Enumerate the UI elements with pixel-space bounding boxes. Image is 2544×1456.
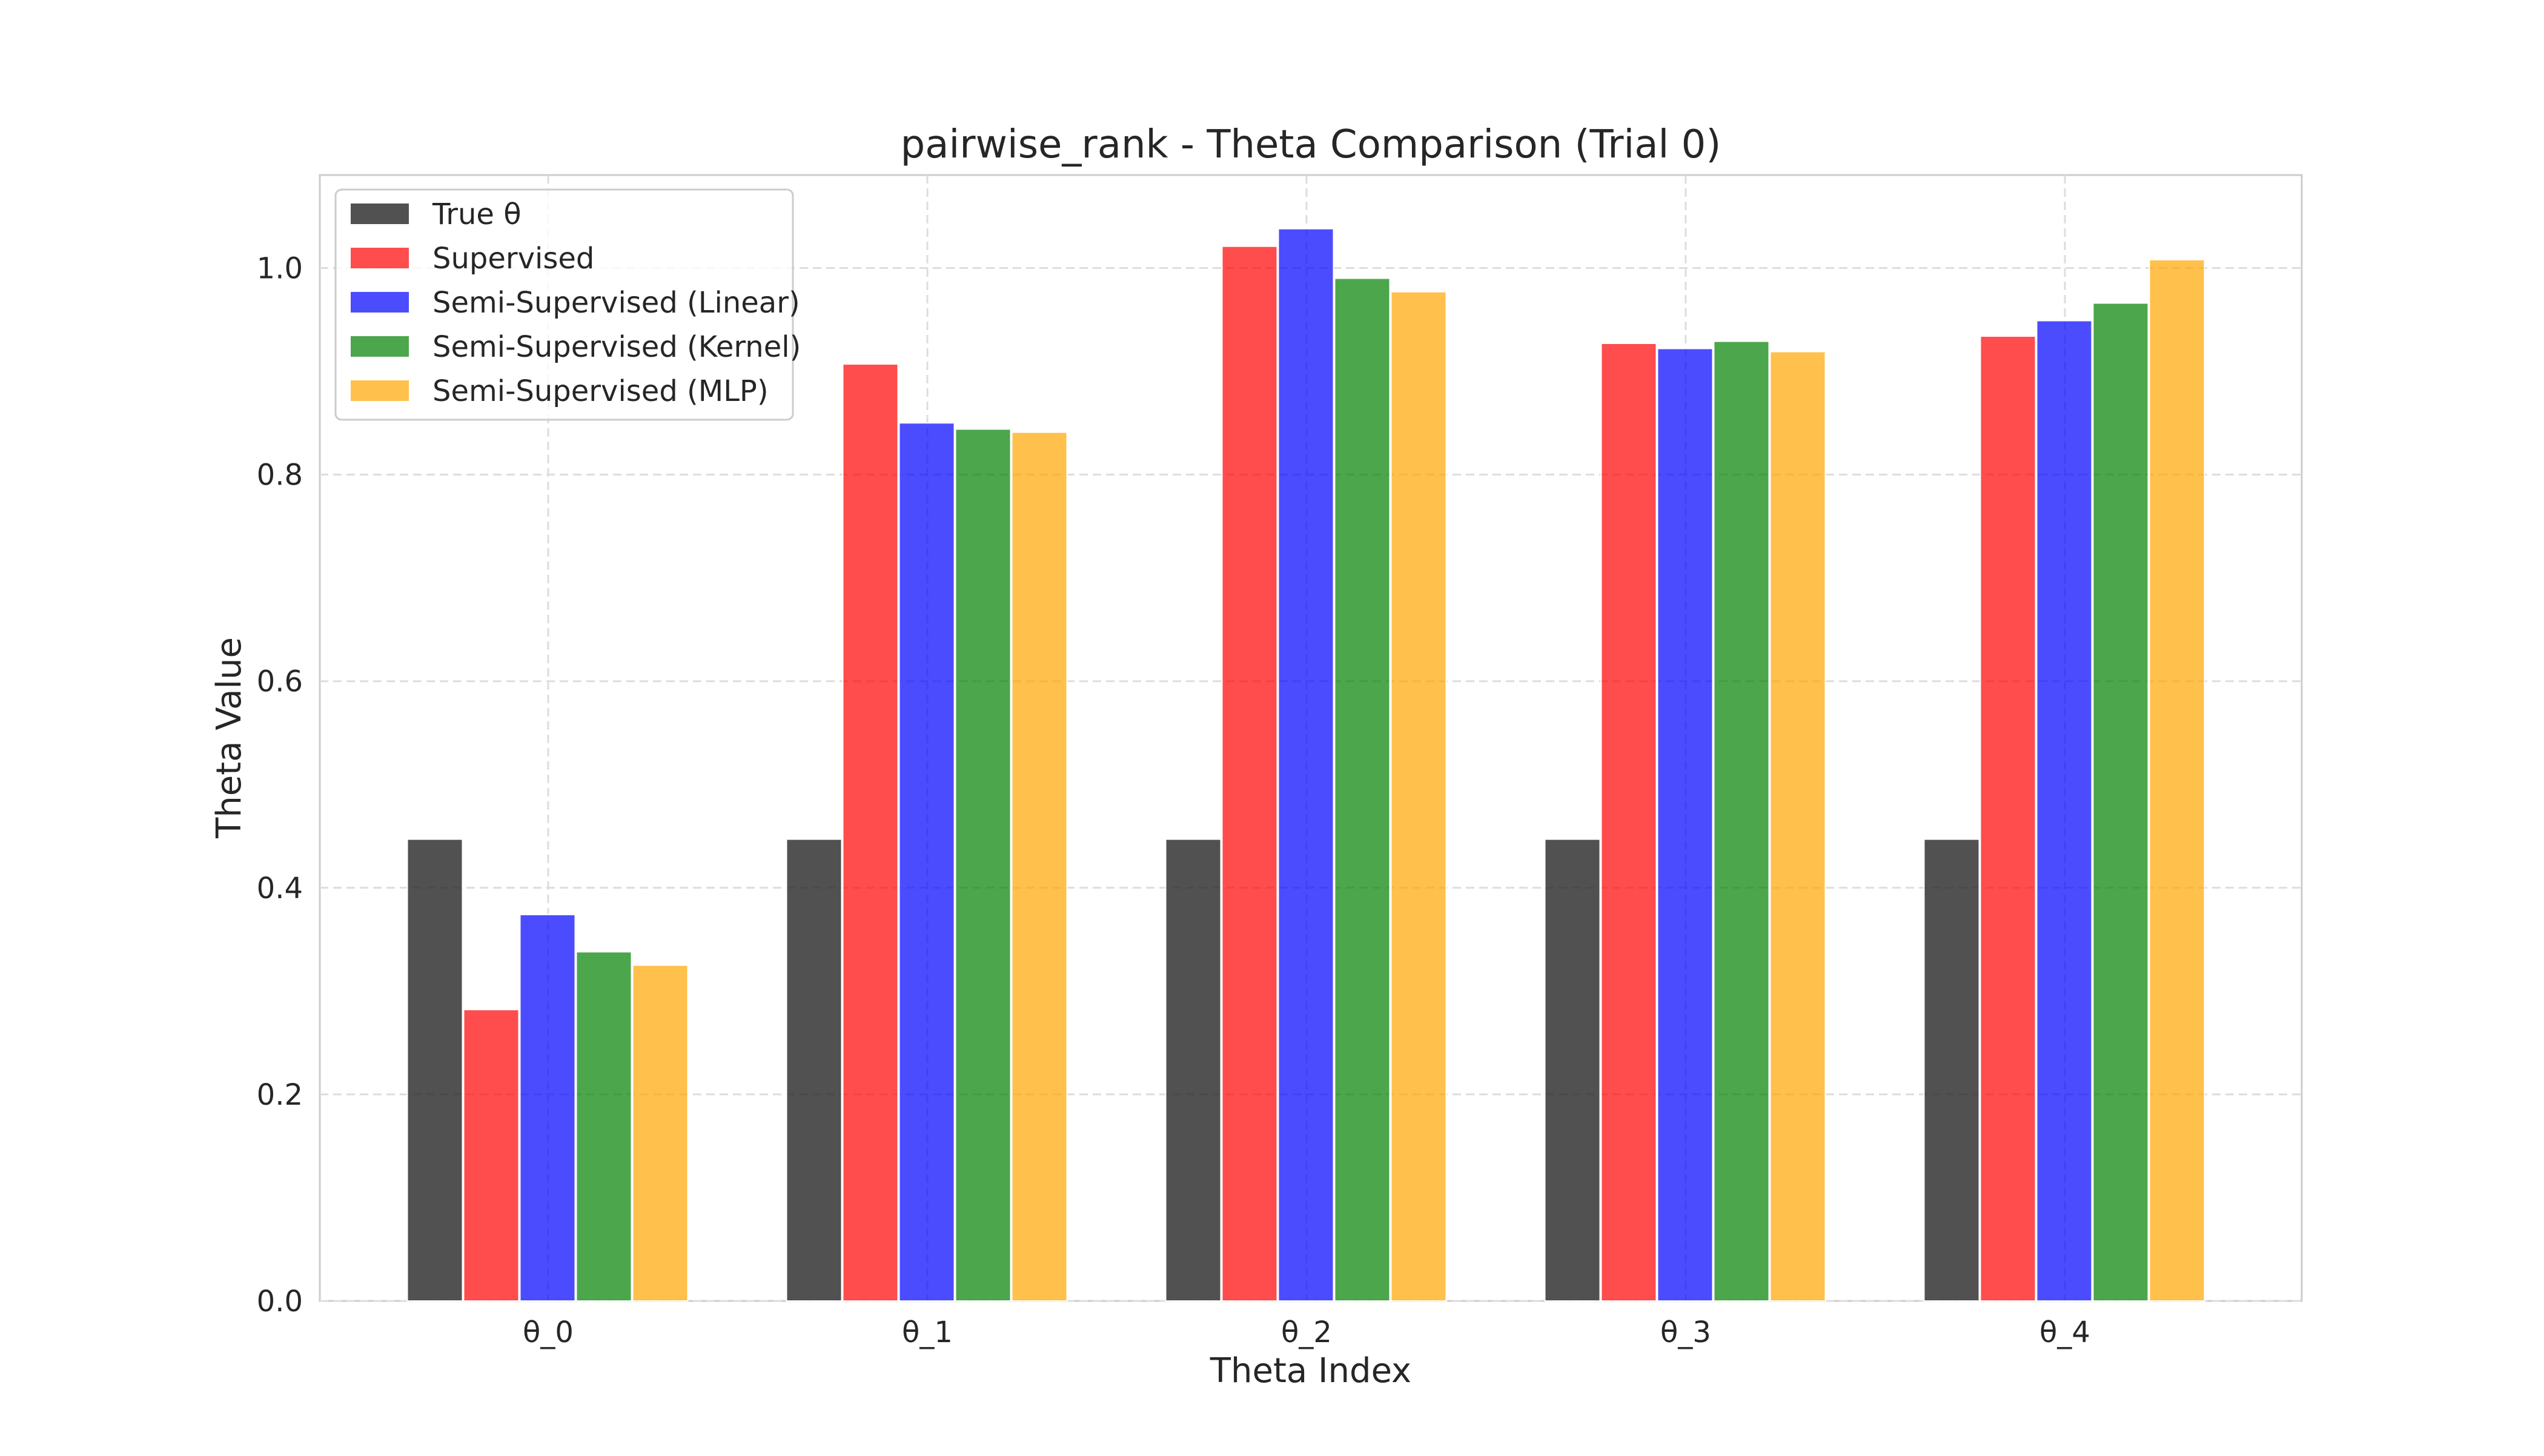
bar	[1600, 342, 1657, 1302]
bar	[1713, 340, 1770, 1302]
bar	[1390, 291, 1447, 1302]
bar	[463, 1009, 520, 1302]
bar	[955, 428, 1012, 1302]
y-tick-label: 1.0	[257, 251, 303, 285]
bar	[1334, 277, 1391, 1302]
bar	[1923, 838, 1980, 1302]
legend-label: Semi-Supervised (Linear)	[432, 286, 800, 320]
bar	[1011, 431, 1068, 1302]
chart-title: pairwise_rank - Theta Comparison (Trial …	[901, 122, 1721, 167]
legend-label: Semi-Supervised (Kernel)	[432, 330, 801, 364]
y-axis-ticks: 0.0 0.2 0.4 0.6 0.8 1.0	[257, 251, 303, 1319]
x-tick-label: θ_0	[523, 1315, 574, 1349]
bar	[632, 964, 689, 1302]
legend-label: Semi-Supervised (MLP)	[432, 374, 769, 408]
legend-swatch	[351, 380, 409, 401]
y-tick-label: 0.2	[257, 1078, 303, 1112]
bar	[2092, 302, 2149, 1302]
y-axis-label: Theta Value	[210, 637, 249, 839]
x-axis-ticks: θ_0 θ_1 θ_2 θ_3 θ_4	[523, 1315, 2090, 1349]
legend: True θ Supervised Semi-Supervised (Linear)…	[334, 188, 801, 421]
bar	[786, 838, 843, 1302]
bar	[406, 838, 463, 1302]
legend-label: True θ	[432, 197, 522, 231]
y-tick-label: 0.6	[257, 665, 303, 699]
x-tick-label: θ_2	[1281, 1315, 1332, 1349]
bar	[1769, 351, 1826, 1302]
bar	[1657, 348, 1714, 1302]
x-axis-label: Theta Index	[1210, 1351, 1411, 1391]
bar	[1544, 838, 1601, 1302]
bar	[2148, 259, 2205, 1302]
bar	[519, 914, 576, 1302]
legend-frame	[334, 188, 794, 421]
legend-swatch	[351, 204, 409, 224]
bar	[1979, 336, 2036, 1302]
bar	[898, 422, 955, 1302]
bar	[1277, 228, 1334, 1302]
x-tick-label: θ_4	[2039, 1315, 2090, 1349]
bar	[575, 951, 632, 1302]
bar	[1221, 245, 1278, 1302]
y-tick-label: 0.0	[257, 1285, 303, 1319]
bars	[406, 228, 2205, 1302]
y-tick-label: 0.4	[257, 872, 303, 905]
x-tick-label: θ_3	[1660, 1315, 1711, 1349]
legend-swatch	[351, 336, 409, 357]
x-tick-label: θ_1	[902, 1315, 953, 1349]
legend-swatch	[351, 248, 409, 268]
bar	[1165, 838, 1222, 1302]
y-tick-label: 0.8	[257, 458, 303, 492]
legend-label: Supervised	[432, 242, 594, 276]
legend-swatch	[351, 292, 409, 313]
bar	[2036, 320, 2093, 1302]
bar	[842, 363, 899, 1302]
